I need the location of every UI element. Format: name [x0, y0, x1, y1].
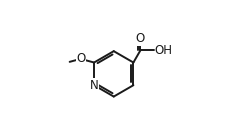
Text: OH: OH [154, 44, 172, 57]
Text: O: O [76, 52, 85, 65]
Text: O: O [135, 32, 144, 45]
Text: N: N [89, 79, 98, 92]
